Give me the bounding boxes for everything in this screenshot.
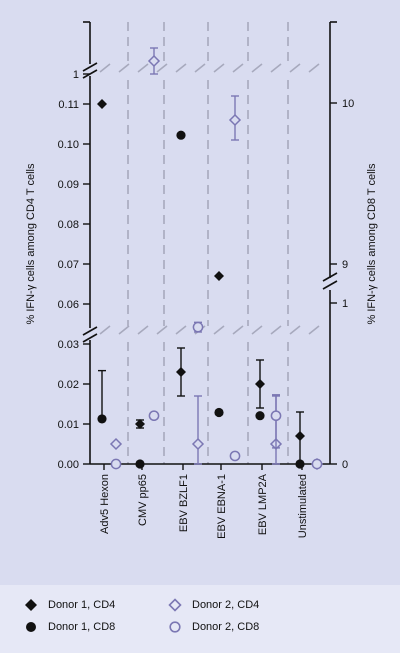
y-axis-label-left: % IFN-γ cells among CD4 T cells: [25, 163, 37, 325]
data-point-donor-2-cd8-1: [148, 410, 160, 422]
data-point-donor-2-cd8-4: [270, 410, 282, 422]
axis-break-mark: [175, 325, 187, 335]
data-point-donor-2-cd8-3: [229, 450, 241, 462]
legend-label: Donor 2, CD8: [192, 621, 260, 633]
data-point-donor-1-cd4-4: [255, 379, 265, 389]
circle-open-icon: [168, 620, 182, 634]
data-point-donor-2-cd4-2: [191, 437, 205, 451]
data-point-donor-1-cd8-0: [97, 414, 107, 424]
right-axis-break: [322, 272, 338, 282]
y-axis-label-right: % IFN-γ cells among CD8 T cells: [366, 163, 378, 325]
data-point-donor-1-cd8-3: [214, 407, 224, 418]
left-axis-tick-label: 0.08: [58, 219, 79, 231]
axis-break-mark: [270, 325, 282, 335]
axis-break-mark: [232, 325, 244, 335]
left-axis-tick-label: 0.03: [58, 339, 79, 351]
data-point-donor-1-cd4-0: [97, 99, 107, 109]
circle-filled-icon: [24, 620, 38, 634]
x-axis-category-label: Adv5 Hexon: [99, 474, 111, 534]
data-point-donor-1-cd4-5: [295, 431, 305, 441]
left-axis-tick-label: 0.01: [58, 419, 79, 431]
left-axis-tick-label: 0.11: [58, 99, 79, 111]
data-point-donor-2-cd4-1: [147, 54, 161, 68]
left-axis-tick-label: 0.09: [58, 179, 79, 191]
legend-item-donor1-cd8: Donor 1, CD8: [24, 620, 115, 634]
data-point-donor-2-cd8-0: [110, 458, 122, 470]
x-axis-category-label: Unstimulated: [297, 474, 309, 538]
x-axis-category-label: EBV EBNA-1: [216, 474, 228, 539]
axis-break-mark: [175, 63, 187, 73]
left-axis-tick-label: 0.06: [58, 299, 79, 311]
axis-break-mark: [137, 325, 149, 335]
right-axis-tick-label: 9: [342, 259, 348, 271]
data-point-donor-1-cd8-5: [295, 459, 305, 469]
x-axis-category-label: CMV pp65: [137, 474, 149, 526]
left-axis-break: [82, 62, 98, 72]
axis-break-mark: [308, 325, 320, 335]
left-axis-break: [82, 326, 98, 336]
legend-label: Donor 2, CD4: [192, 599, 260, 611]
data-point-donor-2-cd4-0: [109, 437, 123, 451]
left-axis-tick-label: 0.00: [58, 459, 79, 471]
legend-label: Donor 1, CD8: [48, 621, 116, 633]
right-axis-break: [322, 280, 338, 290]
axis-break-mark: [289, 63, 301, 73]
data-point-donor-2-cd8-2: [192, 321, 204, 333]
axis-break-mark: [99, 63, 111, 73]
axis-break-mark: [251, 63, 263, 73]
legend: Donor 1, CD4 Donor 2, CD4 Donor 1, CD8 D…: [0, 585, 400, 653]
legend-item-donor2-cd4: Donor 2, CD4: [168, 598, 259, 612]
axis-break-mark: [118, 325, 130, 335]
data-point-donor-1-cd4-3: [214, 271, 224, 281]
legend-item-donor2-cd8: Donor 2, CD8: [168, 620, 259, 634]
left-axis-tick-label: 0.02: [58, 379, 79, 391]
right-axis-tick-label: 0: [342, 459, 348, 471]
axis-break-mark: [137, 63, 149, 73]
data-point-donor-1-cd8-1: [135, 459, 145, 469]
axis-break-mark: [289, 325, 301, 335]
x-axis-category-label: EBV BZLF1: [178, 474, 190, 532]
axis-break-mark: [251, 325, 263, 335]
data-point-donor-2-cd8-5: [311, 458, 323, 470]
legend-label: Donor 1, CD4: [48, 599, 116, 611]
legend-item-donor1-cd4: Donor 1, CD4: [24, 598, 115, 612]
axis-break-mark: [156, 325, 168, 335]
right-axis-tick-label: 10: [342, 98, 354, 110]
diamond-filled-icon: [24, 598, 38, 612]
right-axis-tick-label: 1: [342, 298, 348, 310]
x-axis-category-label: EBV LMP2A: [257, 473, 269, 535]
axis-break-mark: [232, 63, 244, 73]
data-point-donor-1-cd8-2: [176, 130, 186, 140]
axis-break-mark: [118, 63, 130, 73]
data-point-donor-1-cd8-4: [255, 411, 265, 421]
axis-break-mark: [213, 325, 225, 335]
data-point-donor-1-cd4-1: [135, 419, 145, 429]
axis-break-mark: [194, 63, 206, 73]
axis-break-mark: [213, 63, 225, 73]
axis-break-mark: [156, 63, 168, 73]
data-point-donor-2-cd4-3: [228, 113, 242, 127]
left-axis-tick-label: 1: [73, 69, 79, 81]
axis-break-mark: [99, 325, 111, 335]
axis-break-mark: [270, 63, 282, 73]
left-axis-tick-label: 0.07: [58, 259, 79, 271]
left-axis-tick-label: 0.10: [58, 139, 79, 151]
data-point-donor-1-cd4-2: [176, 367, 186, 377]
chart-plot: 0.00 0.01 0.02 0.03 0.06 0.07 0.08 0.09 0.10 0.11…: [58, 21, 354, 539]
diamond-open-icon: [168, 598, 182, 612]
left-axis-break: [82, 333, 98, 343]
axis-break-mark: [308, 63, 320, 73]
